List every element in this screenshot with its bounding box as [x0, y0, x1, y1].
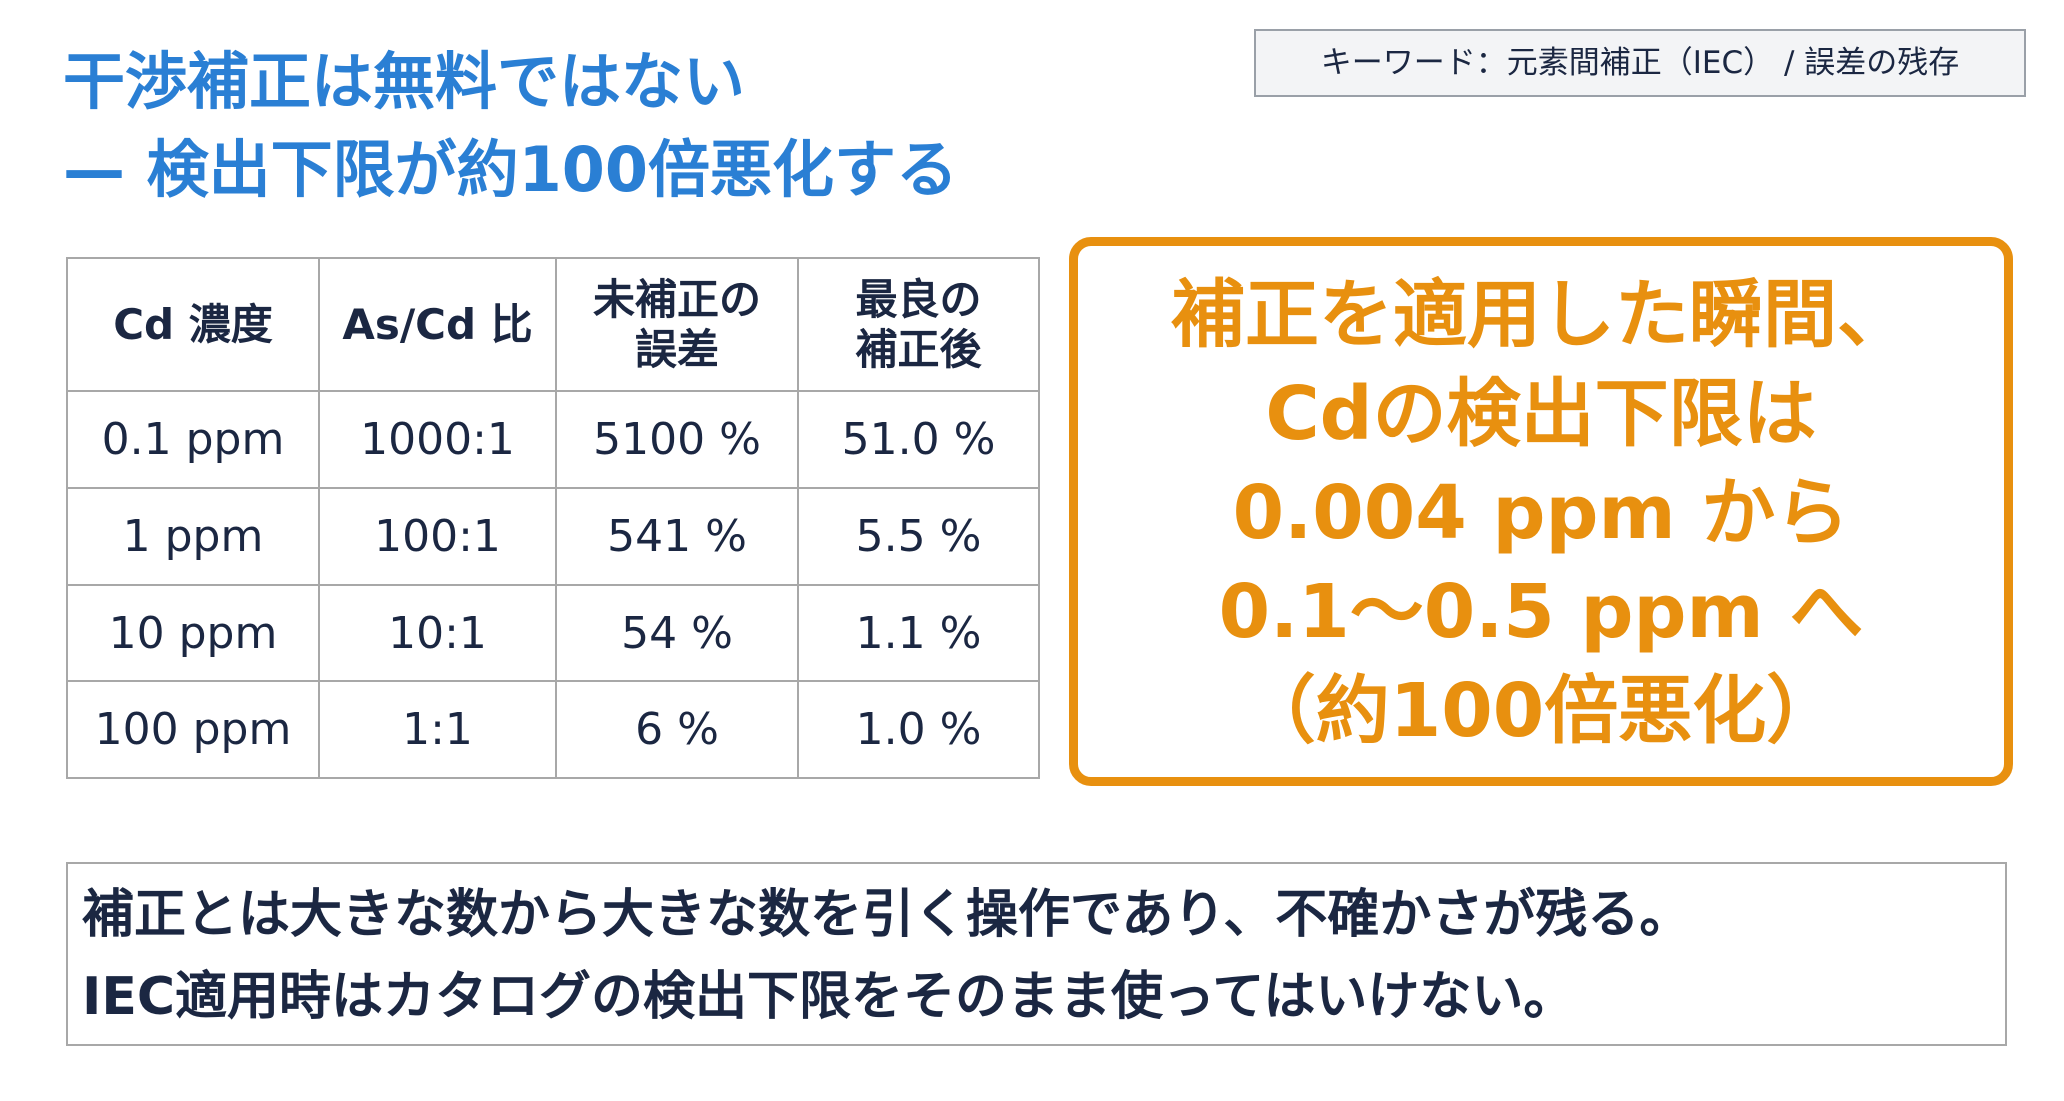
data-table: Cd 濃度 As/Cd 比未補正の 誤差 最良の 補正後 0.1 ppm 1000:1 510…: [66, 257, 1040, 779]
table-cell: 541 %: [555, 487, 799, 586]
callout-text: 補正を適用した瞬間、 Cdの検出下限は 0.004 ppm から 0.1〜0.5 pp…: [1078, 266, 2004, 761]
table-cell: 5100 %: [555, 390, 799, 489]
header-text: 未補正の: [592, 274, 761, 324]
summary-line: IEC適用時はカタログの検出下限をそのまま使ってはいけない。: [82, 967, 1576, 1027]
header-row: Cd 濃度 As/Cd 比未補正の 誤差 最良の 補正後: [66, 257, 1040, 392]
table-cell: 0.1 ppm: [66, 390, 320, 489]
header-text: Cd 濃度: [113, 299, 273, 349]
header-cell: 最良の 補正後: [797, 257, 1040, 392]
table-row: 0.1 ppm 1000:1 5100 % 51.0 %: [66, 390, 1040, 489]
callout-line: （約100倍悪化）: [1241, 668, 1841, 754]
table-cell: 10 ppm: [66, 584, 320, 682]
table-row: 10 ppm 10:1 54 % 1.1 %: [66, 584, 1040, 682]
table-row: 1 ppm 100:1 541 % 5.5 %: [66, 487, 1040, 586]
table-cell: 10:1: [318, 584, 557, 682]
title-line: 干渉補正は無料ではない: [63, 45, 746, 118]
table-cell: 1.1 %: [797, 584, 1040, 682]
table-cell: 5.5 %: [797, 487, 1040, 586]
header-text: As/Cd 比: [342, 299, 533, 349]
callout-line: Cdの検出下限は: [1265, 371, 1817, 457]
header-text: 補正後: [855, 324, 982, 374]
header-cell: As/Cd 比: [318, 257, 557, 392]
header-text: 最良の: [855, 274, 982, 324]
table-cell: 1.0 %: [797, 680, 1040, 779]
header-text: 誤差: [634, 324, 719, 374]
callout-line: 補正を適用した瞬間、: [1171, 272, 1911, 358]
summary-line: 補正とは大きな数から大きな数を引く操作であり、不確かさが残る。: [82, 885, 1692, 945]
summary-box: 補正とは大きな数から大きな数を引く操作であり、不確かさが残る。 IEC適用時はカタ…: [66, 862, 2007, 1046]
callout-box: 補正を適用した瞬間、 Cdの検出下限は 0.004 ppm から 0.1〜0.5 pp…: [1069, 237, 2013, 786]
table-cell: 1 ppm: [66, 487, 320, 586]
callout-line: 0.1〜0.5 ppm へ: [1218, 569, 1864, 655]
table-cell: 100:1: [318, 487, 557, 586]
title: 干渉補正は無料ではない — 検出下限が約100倍悪化する: [63, 38, 958, 214]
keyword-box: キーワード：元素間補正（IEC） / 誤差の残存: [1254, 29, 2026, 97]
table-cell: 1000:1: [318, 390, 557, 489]
table-cell: 100 ppm: [66, 680, 320, 779]
callout-line: 0.004 ppm から: [1232, 470, 1850, 556]
table-cell: 51.0 %: [797, 390, 1040, 489]
table-cell: 1:1: [318, 680, 557, 779]
header-cell: 未補正の 誤差: [555, 257, 799, 392]
title-line: — 検出下限が約100倍悪化する: [63, 133, 959, 206]
header-cell: Cd 濃度: [66, 257, 320, 392]
table-cell: 6 %: [555, 680, 799, 779]
table-row: 100 ppm 1:1 6 % 1.0 %: [66, 680, 1040, 779]
table-cell: 54 %: [555, 584, 799, 682]
